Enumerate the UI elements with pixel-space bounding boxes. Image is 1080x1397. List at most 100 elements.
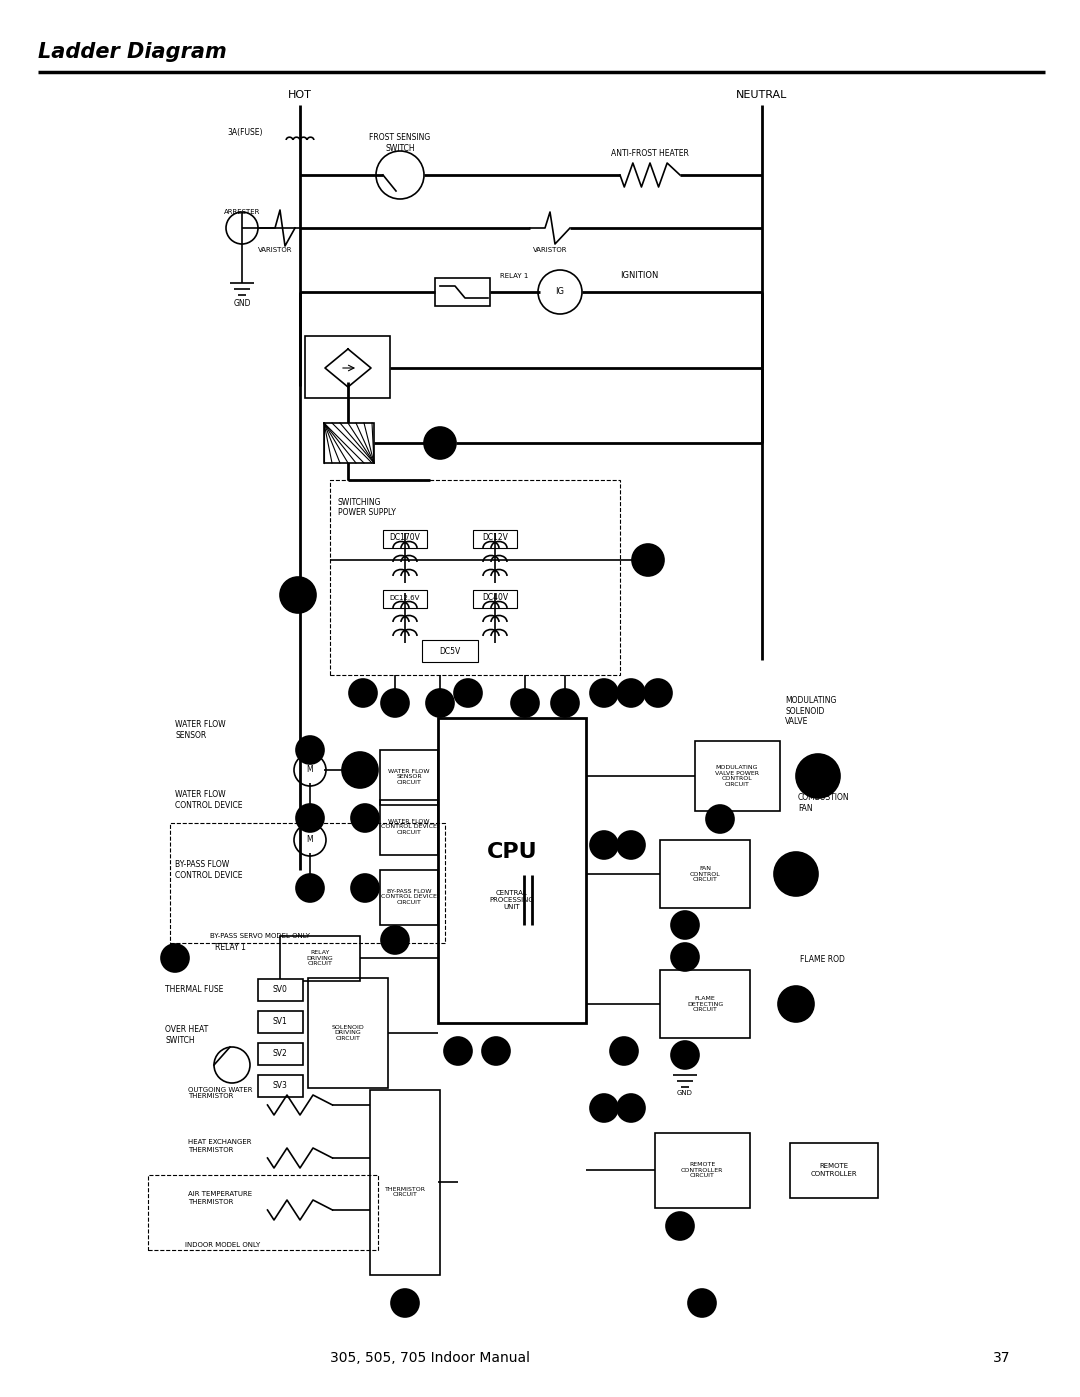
Circle shape xyxy=(778,986,814,1023)
Text: PG: PG xyxy=(681,922,689,928)
Circle shape xyxy=(351,805,379,833)
Bar xyxy=(280,936,360,981)
Text: D: D xyxy=(645,556,651,564)
Text: SOLENOID
DRIVING
CIRCUIT: SOLENOID DRIVING CIRCUIT xyxy=(332,1025,364,1041)
Text: 37: 37 xyxy=(993,1351,1010,1365)
Text: NEUTRAL: NEUTRAL xyxy=(737,89,787,101)
Text: WATER FLOW
CONTROL DEVICE
CIRCUIT: WATER FLOW CONTROL DEVICE CIRCUIT xyxy=(381,819,437,835)
Bar xyxy=(258,1011,303,1032)
Text: IG: IG xyxy=(555,288,565,296)
Text: SG: SG xyxy=(361,886,369,890)
Circle shape xyxy=(454,679,482,707)
Circle shape xyxy=(774,852,818,895)
Text: 3A(FUSE): 3A(FUSE) xyxy=(227,129,262,137)
Text: OUTGOING WATER
THERMISTOR: OUTGOING WATER THERMISTOR xyxy=(188,1087,253,1099)
Circle shape xyxy=(666,1213,694,1241)
Circle shape xyxy=(349,679,377,707)
Circle shape xyxy=(426,689,454,717)
Text: RELAY
DRIVING
CIRCUIT: RELAY DRIVING CIRCUIT xyxy=(307,950,334,967)
Text: C: C xyxy=(656,689,661,697)
Text: SG: SG xyxy=(620,1049,627,1053)
Text: SG: SG xyxy=(492,1049,500,1053)
Text: B: B xyxy=(456,1046,460,1056)
Text: THERMAL FUSE: THERMAL FUSE xyxy=(165,985,224,995)
Text: HEAT EXCHANGER
THERMISTOR: HEAT EXCHANGER THERMISTOR xyxy=(188,1140,252,1153)
Text: A: A xyxy=(683,953,688,961)
Circle shape xyxy=(590,831,618,859)
Text: MODULATING
SOLENOID
VALVE: MODULATING SOLENOID VALVE xyxy=(785,696,836,726)
Text: POV: POV xyxy=(812,774,824,778)
Text: QS: QS xyxy=(355,767,364,773)
Text: A: A xyxy=(308,746,312,754)
Text: FLAME ROD: FLAME ROD xyxy=(800,956,845,964)
Circle shape xyxy=(610,1037,638,1065)
Bar xyxy=(258,1044,303,1065)
Text: INDOOR MODEL ONLY: INDOOR MODEL ONLY xyxy=(185,1242,260,1248)
Bar xyxy=(170,823,445,943)
Circle shape xyxy=(551,689,579,717)
Circle shape xyxy=(617,1094,645,1122)
Text: GND: GND xyxy=(677,1090,693,1097)
Bar xyxy=(308,978,388,1088)
Text: FROST SENSING
SWITCH: FROST SENSING SWITCH xyxy=(369,133,431,152)
Text: C: C xyxy=(523,698,528,707)
Text: A: A xyxy=(173,954,177,963)
Circle shape xyxy=(671,943,699,971)
Circle shape xyxy=(280,577,316,613)
Text: A: A xyxy=(308,813,312,823)
Circle shape xyxy=(796,754,840,798)
Text: DC5V: DC5V xyxy=(440,647,461,657)
Text: A: A xyxy=(602,689,607,697)
Bar xyxy=(438,718,586,1023)
Circle shape xyxy=(161,944,189,972)
Text: FR: FR xyxy=(792,999,801,1009)
Circle shape xyxy=(671,1041,699,1069)
Text: HOT: HOT xyxy=(288,89,312,101)
Circle shape xyxy=(424,427,456,460)
Text: SG: SG xyxy=(681,1052,689,1058)
Bar xyxy=(380,870,438,925)
Text: DC12V: DC12V xyxy=(482,534,508,542)
Text: E: E xyxy=(629,841,633,849)
Text: DC170V: DC170V xyxy=(390,534,420,542)
Circle shape xyxy=(671,911,699,939)
Circle shape xyxy=(511,689,539,717)
Circle shape xyxy=(590,1094,618,1122)
Text: RELAY 1: RELAY 1 xyxy=(215,943,246,953)
Bar xyxy=(258,979,303,1002)
Text: D: D xyxy=(602,841,607,849)
Bar xyxy=(305,337,390,398)
Bar xyxy=(383,590,427,608)
Bar xyxy=(660,840,750,908)
Text: DC12.6V: DC12.6V xyxy=(390,595,420,601)
Text: SG: SG xyxy=(361,816,369,820)
Text: REMOTE
CONTROLLER: REMOTE CONTROLLER xyxy=(811,1164,858,1176)
Bar xyxy=(422,640,478,662)
Circle shape xyxy=(381,926,409,954)
Text: ANTI-FROST HEATER: ANTI-FROST HEATER xyxy=(611,148,689,158)
Text: B: B xyxy=(465,689,471,697)
Circle shape xyxy=(706,805,734,833)
Text: FAN: FAN xyxy=(789,872,802,876)
Text: SG: SG xyxy=(716,816,724,821)
Text: CENTRAL
PROCESSING
UNIT: CENTRAL PROCESSING UNIT xyxy=(489,890,535,909)
Bar xyxy=(473,590,517,608)
Circle shape xyxy=(590,679,618,707)
Circle shape xyxy=(296,805,324,833)
Bar xyxy=(696,740,780,812)
Bar xyxy=(789,1143,878,1199)
Text: WATER FLOW
SENSOR
CIRCUIT: WATER FLOW SENSOR CIRCUIT xyxy=(388,768,430,785)
Bar xyxy=(324,423,374,462)
Text: FLAME
DETECTING
CIRCUIT: FLAME DETECTING CIRCUIT xyxy=(687,996,724,1013)
Circle shape xyxy=(632,543,664,576)
Text: SG: SG xyxy=(401,1301,409,1306)
Text: Ladder Diagram: Ladder Diagram xyxy=(38,42,227,61)
Bar xyxy=(473,529,517,548)
Circle shape xyxy=(351,875,379,902)
Text: 305, 505, 705 Indoor Manual: 305, 505, 705 Indoor Manual xyxy=(330,1351,530,1365)
Text: GND: GND xyxy=(233,299,251,307)
Bar xyxy=(383,529,427,548)
Text: DC40V: DC40V xyxy=(482,594,508,602)
Text: BY-PASS FLOW
CONTROL DEVICE
CIRCUIT: BY-PASS FLOW CONTROL DEVICE CIRCUIT xyxy=(381,888,437,905)
Circle shape xyxy=(482,1037,510,1065)
